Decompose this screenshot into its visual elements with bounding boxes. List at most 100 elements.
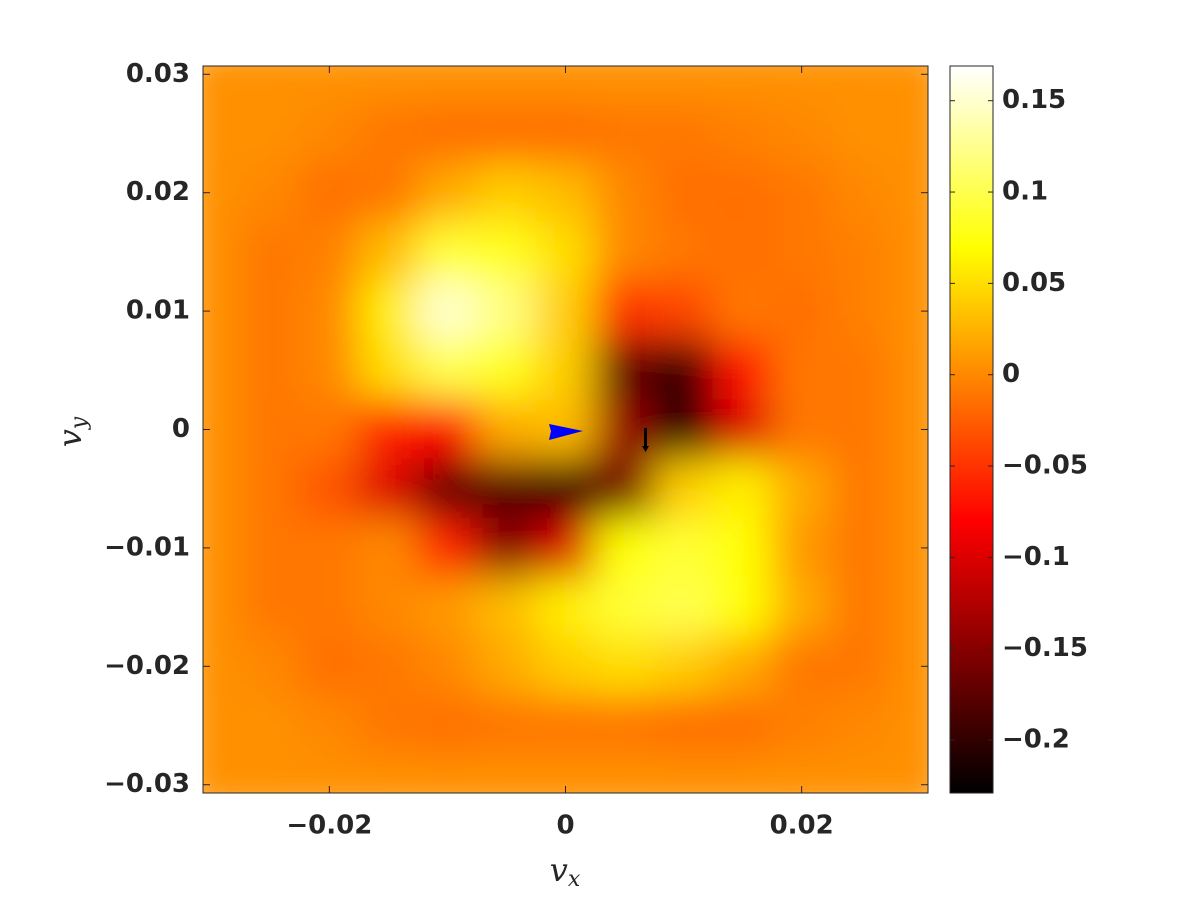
heatmap-cell	[830, 221, 891, 282]
heatmap-cell	[203, 695, 242, 756]
heatmap-cell	[417, 66, 478, 105]
heatmap-cell	[653, 399, 714, 460]
heatmap-cell	[240, 517, 301, 579]
heatmap-cell	[299, 517, 360, 579]
heatmap-cell	[889, 517, 928, 579]
heatmap-cell	[240, 458, 301, 519]
heatmap-cell	[240, 577, 301, 638]
colorbar-tick-label: −0.2	[1002, 725, 1070, 755]
heatmap-cell	[203, 340, 242, 401]
heatmap-cell	[653, 636, 714, 697]
heatmap-cell	[417, 221, 478, 282]
heatmap-cell	[889, 458, 928, 519]
heatmap-cell	[535, 221, 596, 282]
heatmap-cell	[358, 517, 419, 579]
x-axis-label: vx	[550, 851, 581, 893]
heatmap-cell	[203, 517, 242, 579]
heatmap-cell	[712, 636, 773, 697]
heatmap-cell	[594, 636, 655, 697]
heatmap-cell	[240, 221, 301, 282]
heatmap-cell	[476, 399, 537, 460]
heatmap-cell	[594, 695, 655, 756]
heatmap-cell	[830, 636, 891, 697]
heatmap-cell	[203, 458, 242, 519]
colorbar-tick-label: −0.15	[1002, 633, 1088, 663]
heatmap-cell	[476, 517, 537, 579]
heatmap-cell	[653, 221, 714, 282]
y-tick-label: 0	[172, 414, 190, 444]
heatmap-cell	[830, 66, 891, 105]
heatmap-cell	[476, 162, 537, 223]
heatmap-cell	[594, 754, 655, 793]
heatmap-cell	[830, 162, 891, 223]
heatmap-cell	[653, 280, 714, 342]
heatmap-cell	[203, 66, 242, 105]
heatmap-cell	[203, 280, 242, 342]
heatmap-cell	[771, 636, 832, 697]
heatmap-cell	[653, 162, 714, 223]
y-tick-label: −0.03	[104, 769, 190, 799]
x-tick-label: −0.02	[286, 811, 372, 841]
heatmap-cell	[535, 162, 596, 223]
heatmap-cell	[417, 754, 478, 793]
heatmap-cell	[830, 340, 891, 401]
heatmap-cell	[771, 399, 832, 460]
heatmap-cell	[203, 221, 242, 282]
heatmap-cell	[771, 280, 832, 342]
heatmap-cell	[889, 103, 928, 164]
heatmap-cell	[417, 458, 478, 519]
heatmap-cell	[299, 636, 360, 697]
heatmap-cell	[594, 577, 655, 638]
heatmap-cell	[299, 754, 360, 793]
heatmap-cell	[594, 280, 655, 342]
heatmap-cell	[653, 103, 714, 164]
small-arrow	[642, 428, 649, 452]
heatmap-cell	[712, 221, 773, 282]
heatmap-cell	[476, 577, 537, 638]
heatmap-cell	[889, 577, 928, 638]
heatmap-cell	[240, 162, 301, 223]
heatmap-cell	[830, 280, 891, 342]
heatmap-cell	[712, 517, 773, 579]
heatmap-cell	[830, 103, 891, 164]
heatmap-cell	[830, 577, 891, 638]
heatmap-cell	[889, 280, 928, 342]
heatmap-cell	[358, 577, 419, 638]
heatmap-cell	[299, 695, 360, 756]
heatmap-cell	[358, 66, 419, 105]
heatmap-cell	[299, 103, 360, 164]
heatmap-cell	[830, 458, 891, 519]
heatmap-cell	[712, 458, 773, 519]
heatmap-cell	[771, 221, 832, 282]
heatmap-cell	[712, 754, 773, 793]
heatmap-cell	[889, 162, 928, 223]
heatmap-cell	[771, 458, 832, 519]
heatmap-cell	[889, 340, 928, 401]
colorbar-tick-label: 0.1	[1002, 177, 1048, 207]
heatmap-cell	[476, 221, 537, 282]
heatmap-cell	[417, 636, 478, 697]
heatmap-cell	[830, 695, 891, 756]
y-tick-label: −0.02	[104, 651, 190, 681]
heatmap-cell	[417, 399, 478, 460]
heatmap-cell	[830, 754, 891, 793]
heatmap-cell	[358, 458, 419, 519]
heatmap-cell	[299, 162, 360, 223]
heatmap-cell	[830, 399, 891, 460]
heatmap-cell	[240, 695, 301, 756]
heatmap-cell	[653, 66, 714, 105]
heatmap-cell	[712, 340, 773, 401]
heatmap-cell	[476, 103, 537, 164]
heatmap-cell	[476, 280, 537, 342]
heatmap-cell	[653, 517, 714, 579]
heatmap-cell	[417, 577, 478, 638]
heatmap-cell	[653, 340, 714, 401]
heatmap-cell	[653, 458, 714, 519]
heatmap-cell	[889, 221, 928, 282]
x-tick-label: 0	[556, 811, 574, 841]
heatmap-cell	[417, 162, 478, 223]
heatmap-cell	[476, 66, 537, 105]
heatmap-cell	[889, 695, 928, 756]
heatmap-cell	[594, 162, 655, 223]
heatmap-cell	[594, 103, 655, 164]
